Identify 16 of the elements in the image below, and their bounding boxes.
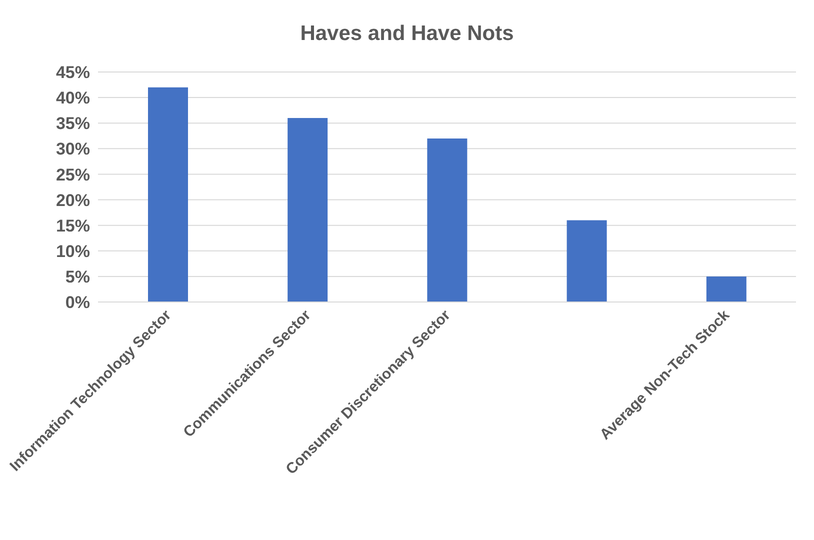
y-tick-label: 5%	[65, 267, 90, 286]
y-tick-label: 35%	[56, 114, 90, 134]
bar	[566, 220, 607, 302]
y-tick-label: 45%	[56, 63, 90, 82]
y-tick-label: 0%	[65, 293, 90, 312]
y-tick-label: 10%	[56, 242, 90, 261]
bar	[427, 138, 468, 302]
y-tick-label: 20%	[56, 190, 90, 210]
bar	[706, 276, 746, 302]
bar	[288, 118, 328, 302]
chart-title: Haves and Have Nots	[299, 21, 515, 47]
y-tick-label: 40%	[56, 88, 90, 108]
y-tick-label: 30%	[56, 140, 90, 159]
bar	[148, 87, 188, 302]
y-tick-label: 25%	[56, 165, 90, 184]
y-tick-label: 15%	[56, 216, 90, 236]
